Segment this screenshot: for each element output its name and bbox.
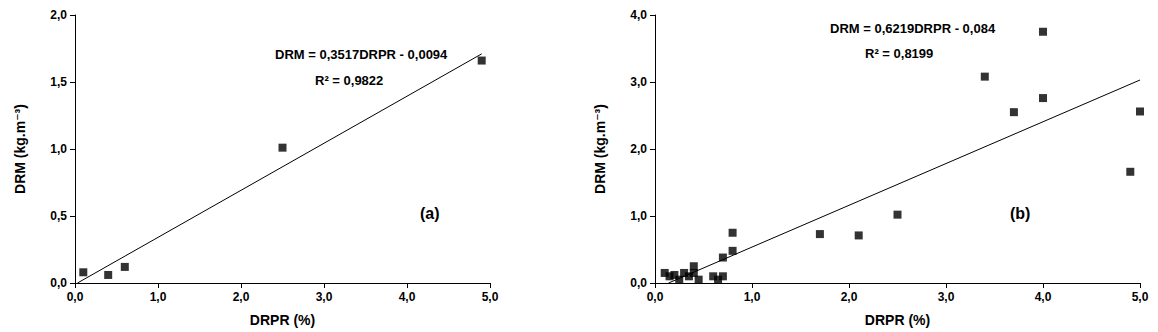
svg-text:2,0: 2,0 [841,290,858,304]
svg-text:5,0: 5,0 [1132,290,1149,304]
svg-text:0,0: 0,0 [647,290,664,304]
svg-text:3,0: 3,0 [630,75,647,89]
svg-text:0,0: 0,0 [50,276,67,290]
svg-text:4,0: 4,0 [399,290,416,304]
svg-text:3,0: 3,0 [938,290,955,304]
svg-text:1,0: 1,0 [630,209,647,223]
svg-text:0,5: 0,5 [50,209,67,223]
svg-text:0,0: 0,0 [630,276,647,290]
svg-text:DRM (kg.m⁻³): DRM (kg.m⁻³) [12,104,28,194]
svg-text:5,0: 5,0 [482,290,499,304]
svg-text:DRM = 0,3517DRPR - 0,0094: DRM = 0,3517DRPR - 0,0094 [275,47,448,62]
svg-text:1,0: 1,0 [744,290,761,304]
svg-text:4,0: 4,0 [1035,290,1052,304]
svg-text:1,0: 1,0 [50,142,67,156]
svg-text:2,0: 2,0 [50,8,67,22]
svg-text:DRPR (%): DRPR (%) [865,312,930,328]
svg-text:3,0: 3,0 [316,290,333,304]
svg-text:1,5: 1,5 [50,75,67,89]
svg-text:1,0: 1,0 [150,290,167,304]
svg-text:2,0: 2,0 [233,290,250,304]
svg-text:0,0: 0,0 [67,290,84,304]
svg-text:(b): (b) [1010,205,1030,222]
svg-text:R² = 0,8199: R² = 0,8199 [865,46,933,61]
svg-text:DRM (kg.m⁻³): DRM (kg.m⁻³) [592,104,608,194]
svg-text:(a): (a) [420,205,440,222]
svg-text:R² = 0,9822: R² = 0,9822 [315,73,383,88]
svg-text:2,0: 2,0 [630,142,647,156]
svg-text:DRM = 0,6219DRPR - 0,084: DRM = 0,6219DRPR - 0,084 [830,21,996,36]
svg-text:DRPR (%): DRPR (%) [250,312,315,328]
svg-text:4,0: 4,0 [630,8,647,22]
